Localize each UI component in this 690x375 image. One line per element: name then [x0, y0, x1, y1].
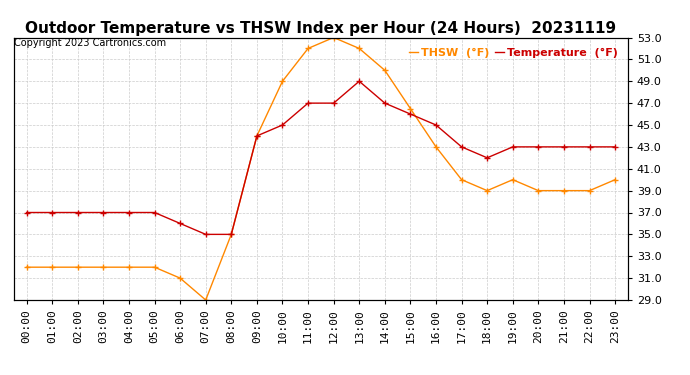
Temperature  (°F) — [253, 134, 261, 138]
Temperature  (°F) — [432, 123, 440, 127]
Temperature  (°F) — [23, 210, 31, 215]
Temperature  (°F) — [74, 210, 82, 215]
Temperature  (°F) — [381, 101, 389, 105]
THSW  (°F) — [534, 188, 542, 193]
Temperature  (°F) — [457, 145, 466, 149]
Temperature  (°F) — [611, 145, 619, 149]
THSW  (°F) — [406, 106, 415, 111]
THSW  (°F) — [483, 188, 491, 193]
THSW  (°F) — [227, 232, 235, 237]
THSW  (°F) — [150, 265, 159, 269]
Temperature  (°F) — [406, 112, 415, 116]
THSW  (°F) — [330, 35, 338, 40]
Temperature  (°F) — [125, 210, 133, 215]
Temperature  (°F) — [150, 210, 159, 215]
THSW  (°F) — [278, 79, 286, 84]
Temperature  (°F) — [483, 156, 491, 160]
THSW  (°F) — [176, 276, 184, 280]
THSW  (°F) — [304, 46, 312, 51]
Temperature  (°F) — [201, 232, 210, 237]
Temperature  (°F) — [227, 232, 235, 237]
Legend: THSW  (°F), Temperature  (°F): THSW (°F), Temperature (°F) — [404, 43, 622, 62]
Line: THSW  (°F): THSW (°F) — [24, 35, 618, 303]
THSW  (°F) — [355, 46, 364, 51]
THSW  (°F) — [560, 188, 568, 193]
THSW  (°F) — [23, 265, 31, 269]
THSW  (°F) — [585, 188, 593, 193]
THSW  (°F) — [99, 265, 108, 269]
THSW  (°F) — [48, 265, 57, 269]
THSW  (°F) — [253, 134, 261, 138]
Line: Temperature  (°F): Temperature (°F) — [24, 78, 618, 237]
THSW  (°F) — [432, 145, 440, 149]
Temperature  (°F) — [509, 145, 517, 149]
Temperature  (°F) — [176, 221, 184, 226]
THSW  (°F) — [125, 265, 133, 269]
Temperature  (°F) — [304, 101, 312, 105]
Temperature  (°F) — [585, 145, 593, 149]
Temperature  (°F) — [355, 79, 364, 84]
Text: Copyright 2023 Cartronics.com: Copyright 2023 Cartronics.com — [14, 38, 166, 48]
Temperature  (°F) — [330, 101, 338, 105]
THSW  (°F) — [611, 177, 619, 182]
THSW  (°F) — [381, 68, 389, 73]
THSW  (°F) — [201, 298, 210, 302]
THSW  (°F) — [457, 177, 466, 182]
Title: Outdoor Temperature vs THSW Index per Hour (24 Hours)  20231119: Outdoor Temperature vs THSW Index per Ho… — [26, 21, 616, 36]
Temperature  (°F) — [48, 210, 57, 215]
Temperature  (°F) — [534, 145, 542, 149]
Temperature  (°F) — [278, 123, 286, 127]
Temperature  (°F) — [560, 145, 568, 149]
THSW  (°F) — [509, 177, 517, 182]
THSW  (°F) — [74, 265, 82, 269]
Temperature  (°F) — [99, 210, 108, 215]
